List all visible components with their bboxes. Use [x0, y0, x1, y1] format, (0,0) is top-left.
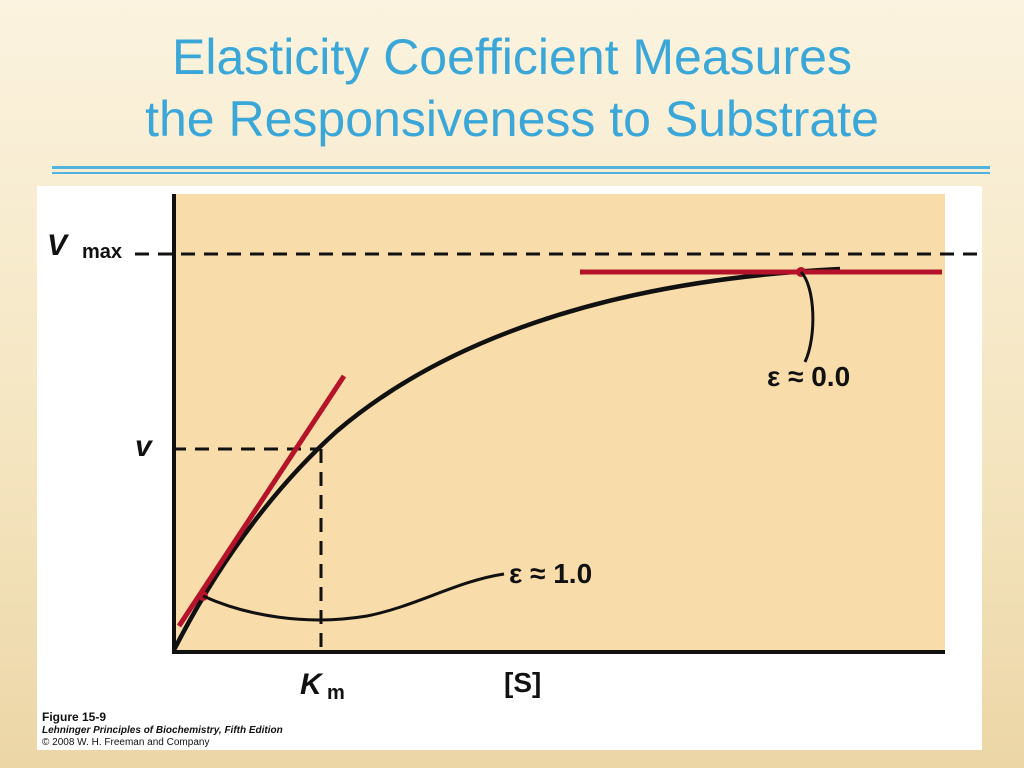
title-line-1: Elasticity Coefficient Measures [172, 29, 852, 85]
title-line-2: the Responsiveness to Substrate [145, 91, 879, 147]
km-label-subscript: m [327, 682, 345, 704]
caption-book-title: Lehninger Principles of Biochemistry, Fi… [42, 725, 283, 736]
michaelis-menten-diagram: V max v K m [S] ε ≈ 0.0 ε ≈ 1.0 [47, 194, 977, 704]
title-divider-bottom [52, 172, 990, 174]
figure-caption: Figure 15-9 Lehninger Principles of Bioc… [42, 710, 283, 749]
vmax-label-subscript: max [82, 241, 122, 263]
leader-line-low [202, 572, 505, 622]
leader-line-high [799, 270, 815, 363]
caption-figure-number: Figure 15-9 [42, 710, 107, 724]
slide-title: Elasticity Coefficient Measures the Resp… [0, 26, 1024, 150]
v-label: v [135, 430, 154, 463]
x-axis-label: [S] [504, 667, 541, 698]
figure-panel: V max v K m [S] ε ≈ 0.0 ε ≈ 1.0 Figure 1… [37, 186, 982, 750]
elasticity-high-label: ε ≈ 0.0 [767, 361, 850, 392]
title-divider-top [52, 166, 990, 169]
elasticity-low-label: ε ≈ 1.0 [509, 558, 592, 589]
caption-copyright: © 2008 W. H. Freeman and Company [42, 737, 210, 748]
km-label-symbol: K [300, 668, 324, 701]
saturation-curve [171, 266, 841, 652]
tangent-line-low-substrate [176, 374, 347, 628]
vmax-label-symbol: V [47, 229, 70, 262]
